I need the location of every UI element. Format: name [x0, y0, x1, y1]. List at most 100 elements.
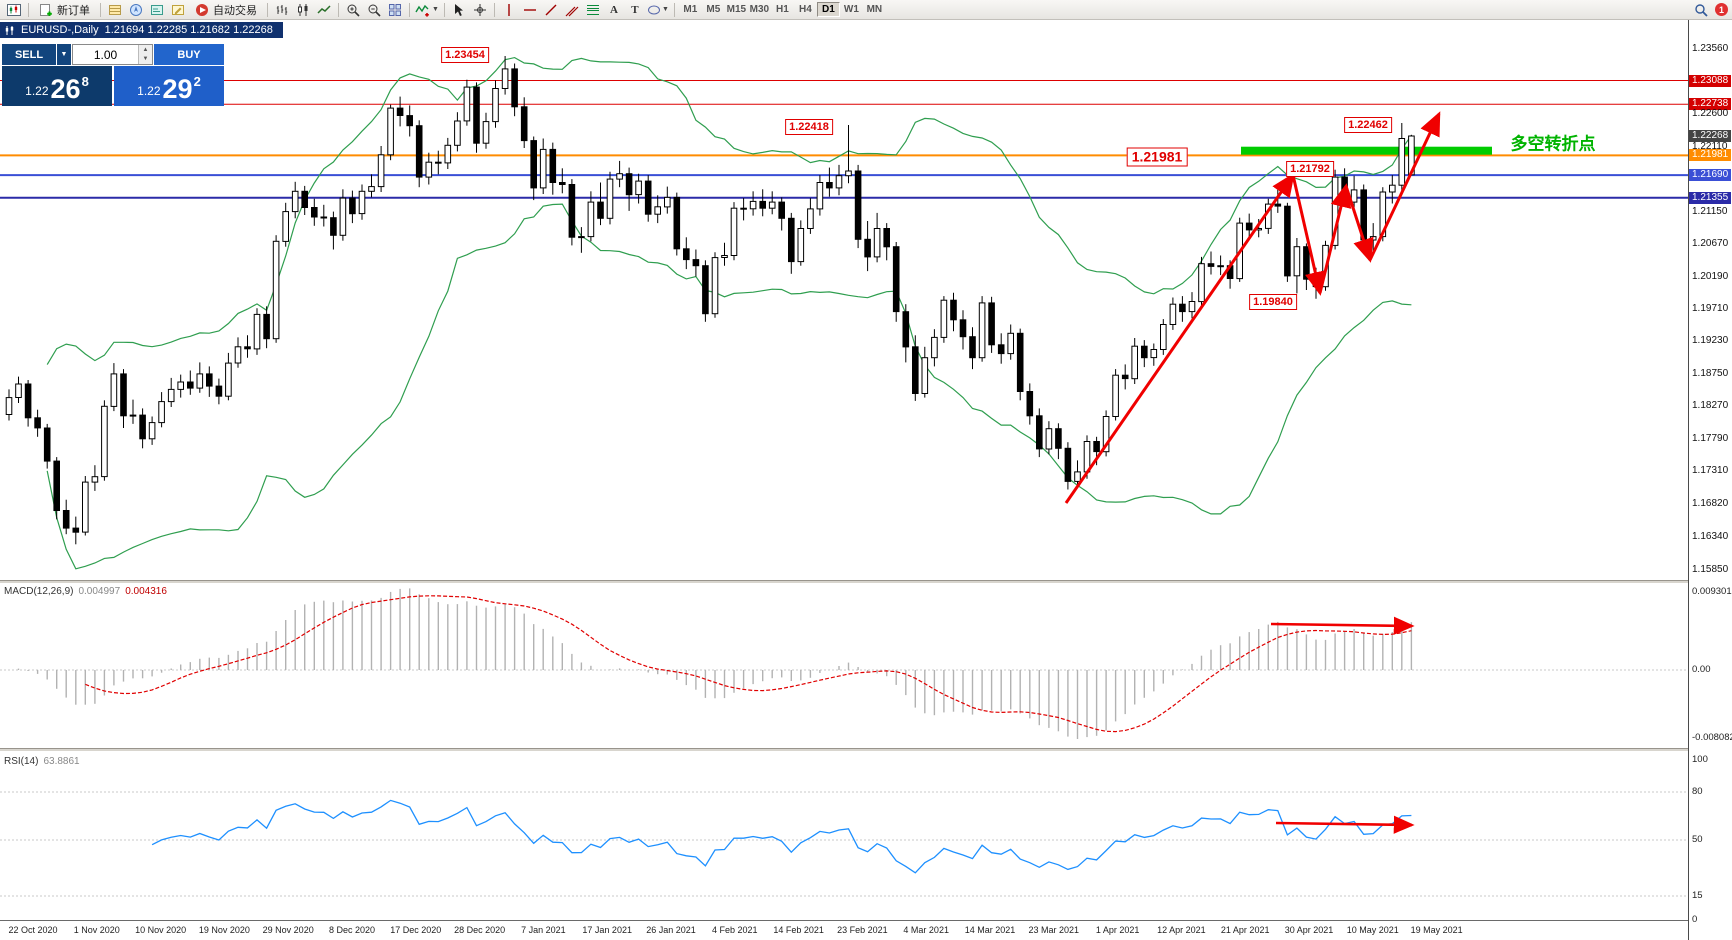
rsi-name: RSI(14)	[4, 756, 39, 767]
price-tick: 1.20670	[1692, 238, 1729, 249]
rsi-indicator-label: RSI(14) 63.8861	[4, 756, 80, 767]
chevron-down-icon: ▼	[432, 6, 439, 13]
time-axis-label: 8 Dec 2020	[328, 925, 376, 935]
sell-price-pip: 8	[81, 74, 89, 89]
timeframe-button-D1[interactable]: D1	[816, 2, 840, 17]
time-axis[interactable]: 22 Oct 2020 1 Nov 2020 10 Nov 2020 19 Nov 2…	[0, 920, 1688, 940]
lot-size-field: ▲▼	[72, 44, 153, 65]
buy-price-big: 29	[162, 74, 193, 105]
buy-price-button[interactable]: 1.22 29 2	[114, 66, 224, 106]
timeframe-button-H4[interactable]: H4	[798, 4, 812, 15]
timeframe-button-W1[interactable]: W1	[843, 4, 859, 15]
auto-trading-label: 自动交易	[213, 4, 257, 17]
macd-arrow-object	[1270, 616, 1415, 635]
time-axis-label: 23 Feb 2021	[837, 925, 888, 935]
macd-scale-label: -0.008082	[1692, 732, 1732, 743]
time-axis-label: 1 Apr 2021	[1095, 925, 1140, 935]
price-axis[interactable]: 1.23560 1.23088 1.22738 1.22600 1.22268 1.221…	[1688, 0, 1732, 940]
cursor-icon[interactable]	[449, 1, 469, 18]
buy-button[interactable]: BUY	[154, 44, 224, 65]
sell-options-caret[interactable]: ▼	[57, 44, 71, 65]
price-tick: 1.23560	[1692, 42, 1729, 54]
bar-chart-icon[interactable]	[272, 1, 292, 18]
time-axis-label: 12 Apr 2021	[1157, 925, 1206, 935]
chevron-down-icon: ▼	[661, 6, 669, 13]
time-axis-label: 10 May 2021	[1346, 925, 1399, 935]
time-axis-label: 4 Feb 2021	[712, 925, 758, 935]
notification-badge[interactable]: 1	[1715, 3, 1728, 16]
price-tick: 1.20190	[1692, 270, 1729, 282]
main-chart-canvas[interactable]	[0, 20, 1688, 580]
macd-value-signal: 0.004316	[125, 586, 167, 597]
shapes-tool-icon[interactable]: ▼	[646, 1, 670, 18]
timeframe-button-M5[interactable]: M5	[706, 4, 721, 15]
zoom-in-icon[interactable]	[343, 1, 363, 18]
indicators-icon[interactable]: ▼	[414, 1, 440, 18]
terminal-icon[interactable]	[147, 1, 167, 18]
candlestick-chart-icon[interactable]	[293, 1, 313, 18]
lot-size-stepper[interactable]: ▲ ▼	[138, 45, 152, 64]
trendline-tool-icon[interactable]	[541, 1, 561, 18]
buy-price-head: 1.22	[137, 84, 161, 98]
macd-panel-canvas[interactable]	[0, 584, 1688, 748]
new-order-button[interactable]: 新订单	[33, 1, 96, 18]
chart-title-bar[interactable]: EURUSD-,Daily 1.21694 1.22285 1.21682 1.…	[0, 22, 283, 38]
time-axis-label: 22 Oct 2020	[8, 925, 58, 935]
fibonacci-tool-icon[interactable]	[583, 1, 603, 18]
stepper-down-icon[interactable]: ▼	[139, 54, 152, 64]
panel-divider[interactable]	[0, 580, 1688, 584]
price-tick: 1.21150	[1692, 205, 1728, 217]
price-tick: 1.19710	[1692, 303, 1729, 314]
timeframe-button-M1[interactable]: M1	[683, 4, 698, 15]
toolbar-separator	[673, 2, 675, 17]
macd-signal-line	[85, 595, 1412, 733]
price-badge: 1.21690	[1689, 169, 1732, 182]
vertical-line-tool-icon[interactable]	[499, 1, 519, 18]
toolbar-separator	[443, 2, 445, 17]
toolbar-separator	[267, 2, 268, 17]
toolbar-separator	[28, 2, 29, 17]
timeframe-button-MN[interactable]: MN	[866, 4, 883, 15]
line-chart-icon[interactable]	[314, 1, 334, 18]
timeframe-button-H1[interactable]: H1	[775, 4, 789, 15]
price-tick: 1.22110	[1692, 140, 1728, 152]
horizontal-line-tool-icon[interactable]	[520, 1, 540, 18]
navigator-icon[interactable]	[126, 1, 146, 18]
timeframe-button-M15[interactable]: M15	[726, 4, 747, 15]
stepper-up-icon[interactable]: ▲	[139, 45, 152, 55]
tile-windows-icon[interactable]	[385, 1, 405, 18]
price-badge: 1.22268	[1689, 130, 1732, 142]
metaeditor-icon[interactable]	[168, 1, 188, 18]
zoom-out-icon[interactable]	[364, 1, 384, 18]
price-badge: 1.23088	[1689, 74, 1732, 87]
text-tool-icon[interactable]: A	[609, 3, 618, 16]
label-tool-icon[interactable]: T	[631, 3, 639, 16]
trend-arrow-object	[1368, 111, 1441, 261]
panel-divider[interactable]	[0, 748, 1688, 752]
time-axis-label: 14 Feb 2021	[773, 925, 824, 935]
crosshair-icon[interactable]	[470, 1, 490, 18]
rsi-line	[151, 799, 1412, 874]
time-axis-label: 17 Dec 2020	[390, 925, 442, 935]
rsi-scale-label: 100	[1692, 754, 1708, 765]
auto-trading-button[interactable]: 自动交易	[189, 1, 263, 18]
chart-window-icon[interactable]	[4, 1, 24, 18]
price-tick: 1.15850	[1692, 564, 1729, 575]
main-toolbar: 新订单 自动交易 ▼ A T ▼ M1 M5 M15 M30 H1 H4 D	[0, 0, 1732, 20]
time-axis-label: 21 Apr 2021	[1220, 925, 1270, 935]
market-watch-icon[interactable]	[105, 1, 125, 18]
rsi-panel-canvas[interactable]	[0, 752, 1688, 920]
time-axis-label: 30 Apr 2021	[1284, 925, 1334, 935]
time-axis-label: 28 Dec 2020	[454, 925, 506, 935]
time-axis-label: 7 Jan 2021	[521, 925, 566, 935]
lot-size-input[interactable]	[73, 45, 138, 64]
trend-arrow-object	[1344, 185, 1374, 263]
time-axis-label: 1 Nov 2020	[73, 925, 120, 935]
search-icon[interactable]	[1691, 1, 1711, 18]
timeframe-toolbar: M1 M5 M15 M30 H1 H4 D1 W1 MN	[679, 2, 886, 17]
time-axis-label: 10 Nov 2020	[135, 925, 187, 935]
sell-button[interactable]: SELL	[2, 44, 56, 65]
sell-price-button[interactable]: 1.22 26 8	[2, 66, 112, 106]
channel-tool-icon[interactable]	[562, 1, 582, 18]
timeframe-button-M30[interactable]: M30	[749, 4, 770, 15]
